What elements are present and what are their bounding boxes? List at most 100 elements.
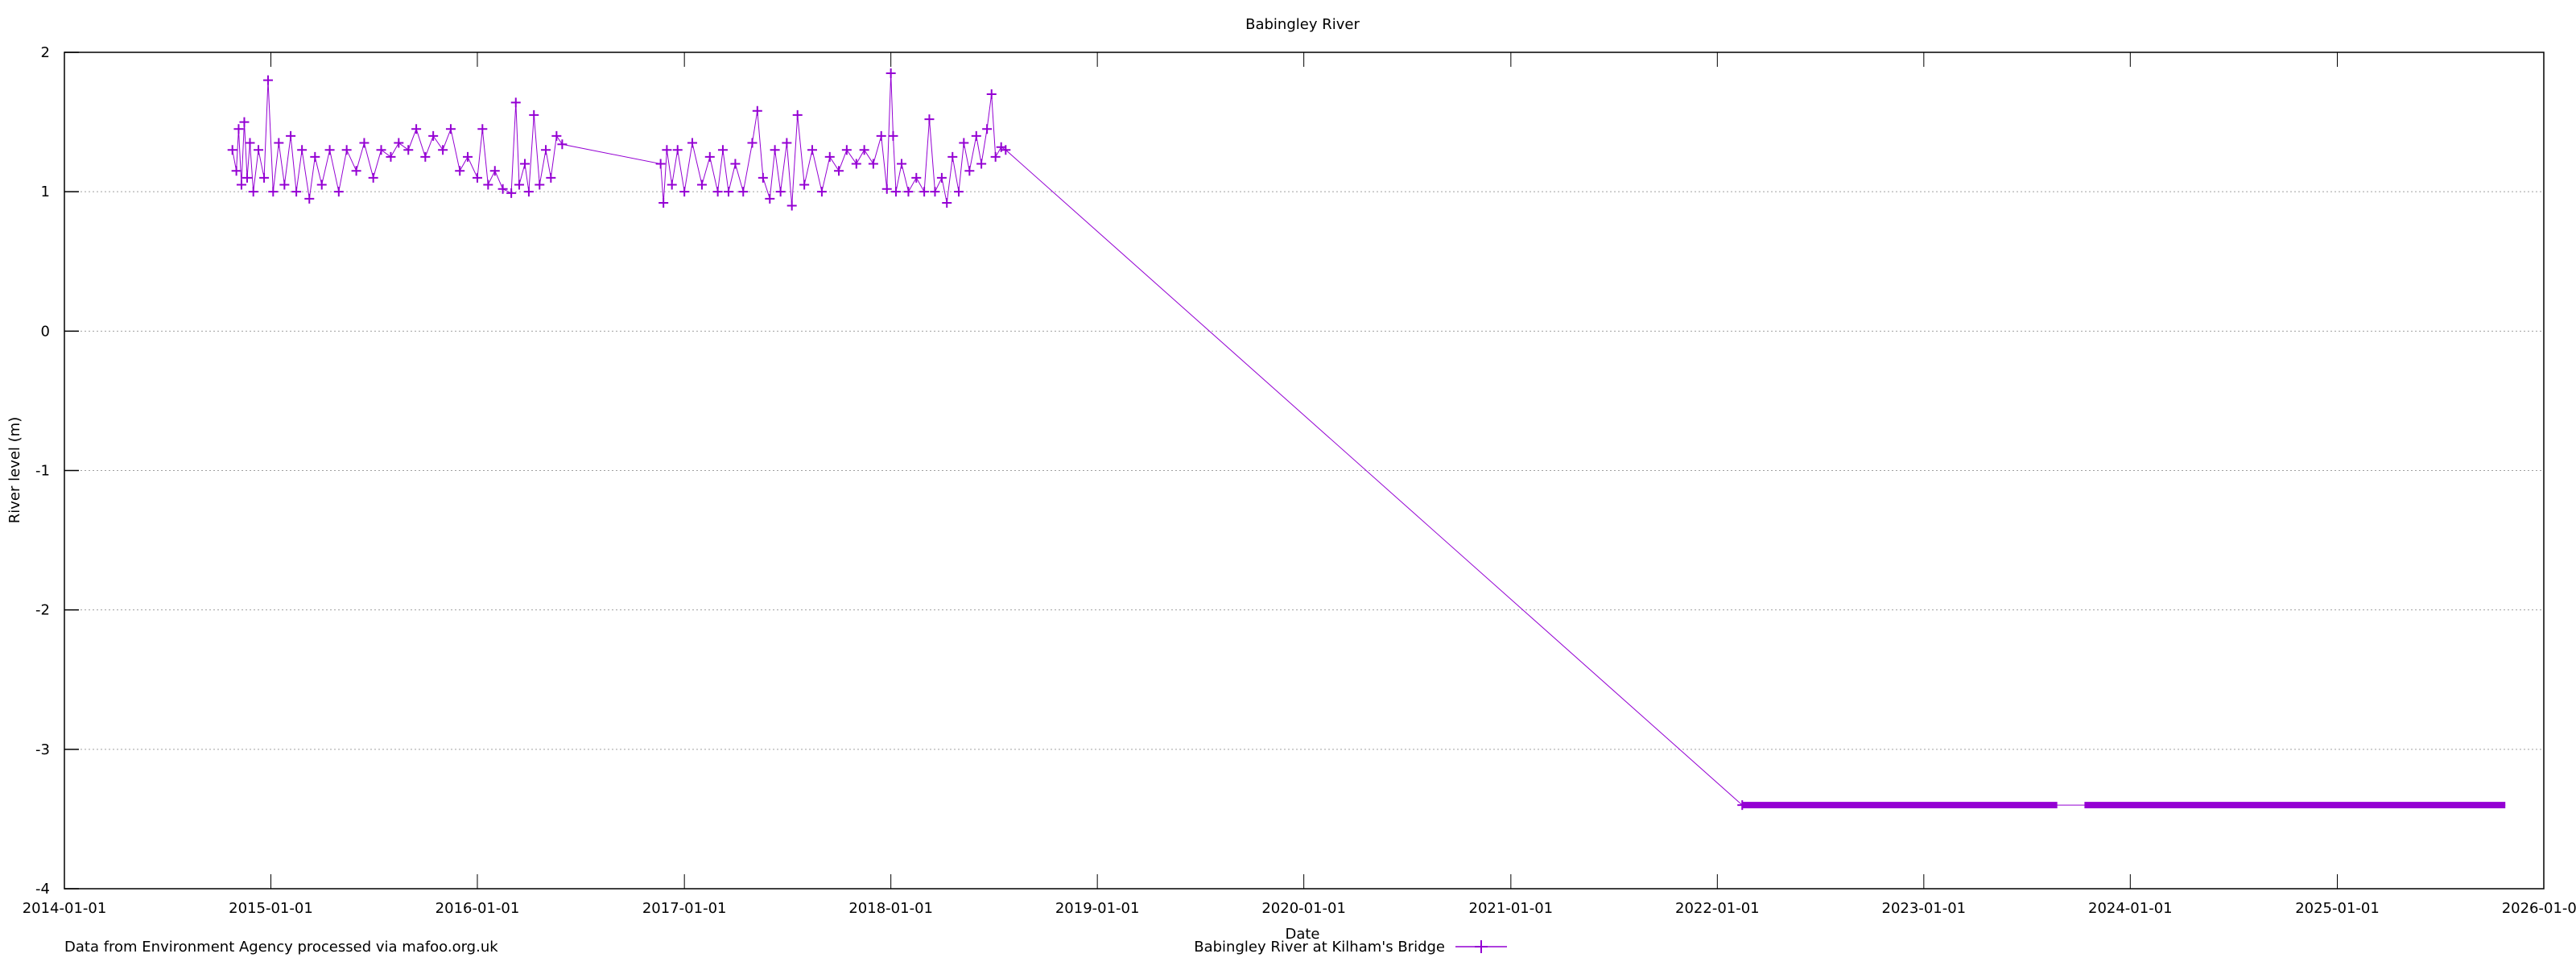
data-point-marker — [851, 159, 861, 169]
data-point-marker — [557, 139, 568, 150]
data-point-marker — [236, 180, 246, 190]
legend-marker-swatch — [1475, 940, 1488, 953]
data-point-marker — [259, 172, 270, 183]
data-point-marker — [982, 124, 993, 134]
data-point-marker — [497, 184, 508, 194]
data-point-marker — [477, 124, 488, 134]
x-tick-label: 2015-01-01 — [229, 900, 313, 917]
data-point-marker — [286, 130, 296, 141]
data-point-marker — [245, 138, 255, 148]
data-point-marker — [297, 145, 308, 155]
data-point-marker — [990, 151, 1001, 162]
data-point-marker — [310, 151, 320, 162]
data-point-marker — [971, 130, 981, 141]
data-point-marker — [876, 130, 886, 141]
data-point-marker — [506, 188, 517, 198]
data-point-marker — [890, 187, 901, 197]
dense-data-run — [1742, 802, 2058, 809]
data-point-marker — [792, 109, 803, 120]
data-point-marker — [786, 200, 797, 211]
data-point-marker — [859, 145, 869, 155]
data-point-marker — [233, 124, 244, 134]
data-point-marker — [324, 145, 335, 155]
data-point-marker — [816, 187, 827, 197]
data-point-marker — [758, 172, 768, 183]
data-point-marker — [799, 180, 810, 190]
data-point-marker — [886, 68, 896, 78]
x-tick-label: 2023-01-01 — [1882, 900, 1967, 917]
y-tick-label: 0 — [41, 323, 50, 340]
data-point-marker — [510, 97, 521, 108]
data-point-marker — [765, 193, 775, 204]
data-point-marker — [655, 159, 666, 169]
x-tick-label: 2017-01-01 — [642, 900, 727, 917]
data-point-marker — [428, 130, 439, 141]
data-point-marker — [541, 145, 551, 155]
data-point-marker — [535, 180, 545, 190]
x-tick-label: 2026-01-01 — [2502, 900, 2576, 917]
data-point-marker — [897, 159, 907, 169]
data-point-marker — [455, 166, 465, 176]
data-point-marker — [770, 145, 780, 155]
dense-data-run — [2084, 802, 2506, 809]
data-point-marker — [254, 145, 264, 155]
data-point-marker — [514, 180, 524, 190]
data-point-marker — [551, 130, 562, 141]
data-point-marker — [687, 138, 698, 148]
data-point-marker — [529, 109, 539, 120]
data-point-marker — [911, 172, 922, 183]
data-point-marker — [667, 180, 677, 190]
data-point-marker — [730, 159, 741, 169]
data-point-marker — [738, 187, 749, 197]
x-tick-label: 2014-01-01 — [23, 900, 107, 917]
axes: 2 1 0 -1 -2 -3 -4 2014-01-01 2015-01-01 2016-01-0… — [23, 44, 2576, 917]
data-point-marker — [359, 138, 369, 148]
data-point-marker — [445, 124, 456, 134]
legend: Babingley River at Kilham's Bridge — [1194, 939, 1507, 956]
data-point-marker — [782, 138, 792, 148]
data-point-marker — [351, 166, 361, 176]
data-point-marker — [658, 198, 669, 208]
data-point-marker — [231, 166, 242, 176]
series-line — [232, 72, 2506, 806]
data-point-marker — [824, 151, 835, 162]
data-point-marker — [463, 151, 473, 162]
chart-title: Babingley River — [1245, 16, 1360, 33]
data-point-marker — [704, 151, 715, 162]
data-point-marker — [903, 187, 914, 197]
data-point-marker — [248, 187, 258, 197]
data-point-marker — [775, 187, 786, 197]
data-point-marker — [919, 187, 930, 197]
data-point-marker — [279, 180, 290, 190]
x-tick-label: 2018-01-01 — [848, 900, 933, 917]
data-point-marker — [986, 89, 997, 99]
x-tick-label: 2021-01-01 — [1469, 900, 1554, 917]
data-point-marker — [483, 180, 493, 190]
x-tick-label: 2016-01-01 — [436, 900, 520, 917]
y-tick-label: -4 — [35, 881, 50, 898]
data-point-marker — [752, 105, 762, 116]
data-point-marker — [394, 138, 404, 148]
data-point-marker — [947, 151, 958, 162]
data-point-marker — [341, 145, 352, 155]
x-tick-label: 2025-01-01 — [2295, 900, 2380, 917]
x-axis-label: Date — [1285, 926, 1319, 943]
y-tick-label: -3 — [35, 741, 50, 758]
data-point-marker — [304, 193, 315, 204]
data-point-marker — [942, 198, 952, 208]
y-tick-label: -1 — [35, 463, 50, 480]
data-point-marker — [262, 75, 273, 85]
data-point-marker — [368, 172, 378, 183]
data-point-marker — [520, 159, 530, 169]
data-point-marker — [333, 187, 344, 197]
data-point-marker — [696, 180, 707, 190]
data-point-marker — [712, 187, 723, 197]
data-point-marker — [438, 145, 448, 155]
data-point-marker — [489, 166, 500, 176]
y-tick-label: 1 — [41, 184, 50, 200]
data-point-marker — [717, 145, 728, 155]
grid-lines — [64, 191, 2544, 750]
data-point-marker — [841, 145, 852, 155]
data-point-marker — [242, 172, 252, 183]
